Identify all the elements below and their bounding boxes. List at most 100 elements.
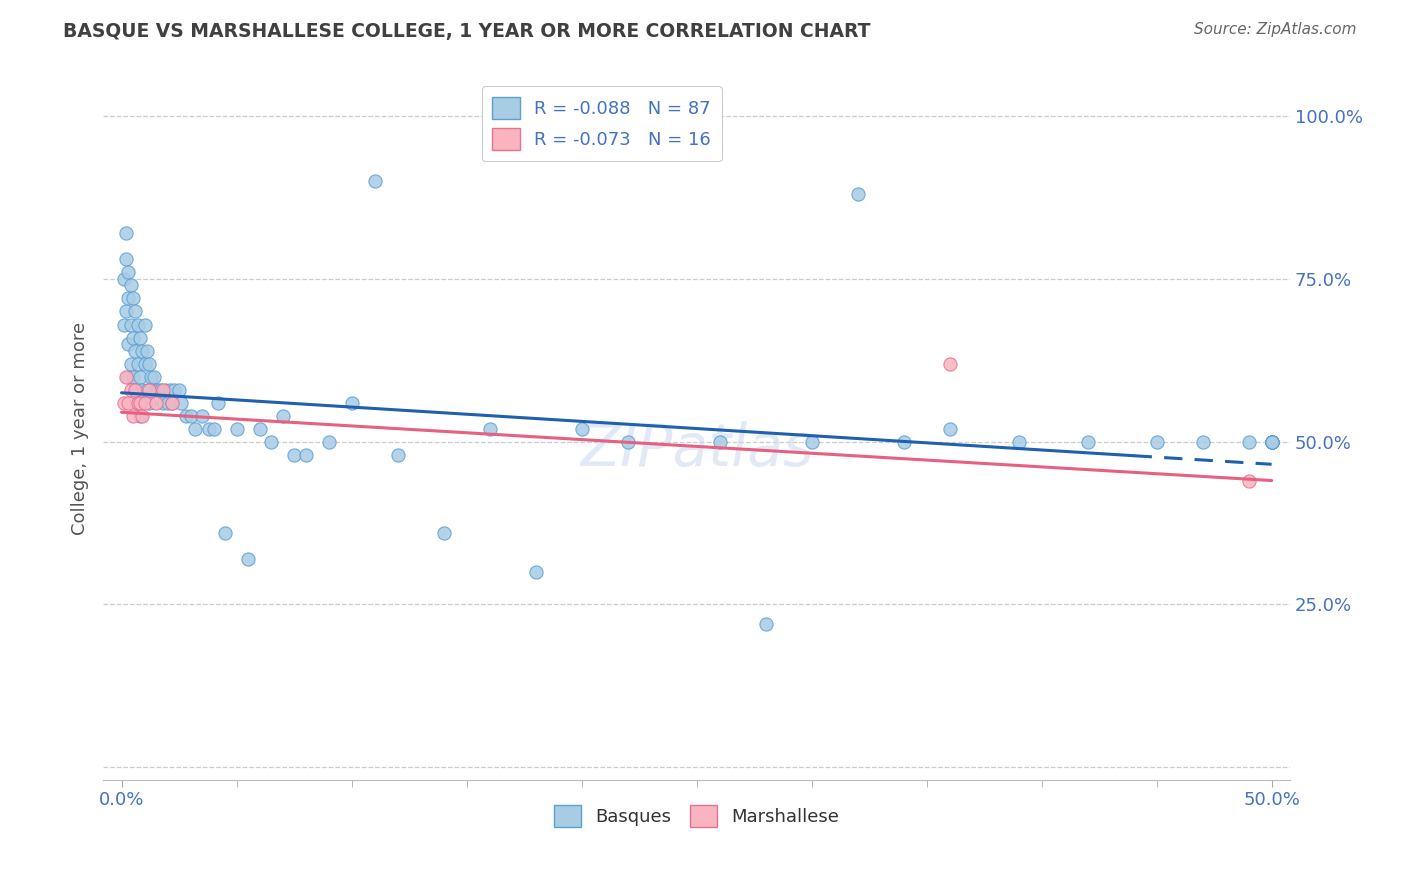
Point	[117, 292, 139, 306]
Point	[174, 409, 197, 423]
Point	[156, 395, 179, 409]
Point	[120, 278, 142, 293]
Point	[524, 565, 547, 579]
Point	[117, 369, 139, 384]
Point	[122, 409, 145, 423]
Point	[152, 395, 174, 409]
Point	[115, 369, 138, 384]
Point	[271, 409, 294, 423]
Point	[124, 383, 146, 397]
Point	[129, 369, 152, 384]
Point	[1146, 434, 1168, 449]
Point	[755, 616, 778, 631]
Point	[138, 357, 160, 371]
Point	[1237, 474, 1260, 488]
Point	[145, 383, 167, 397]
Point	[1260, 434, 1282, 449]
Point	[115, 227, 138, 241]
Point	[363, 174, 385, 188]
Point	[318, 434, 340, 449]
Point	[159, 383, 181, 397]
Point	[709, 434, 731, 449]
Point	[112, 272, 135, 286]
Point	[115, 304, 138, 318]
Point	[117, 337, 139, 351]
Point	[207, 395, 229, 409]
Point	[180, 409, 202, 423]
Point	[135, 343, 157, 358]
Point	[170, 395, 193, 409]
Point	[294, 448, 316, 462]
Point	[141, 369, 163, 384]
Point	[202, 421, 225, 435]
Text: ZIPatlas: ZIPatlas	[579, 421, 813, 478]
Point	[117, 395, 139, 409]
Point	[249, 421, 271, 435]
Point	[112, 395, 135, 409]
Point	[145, 395, 167, 409]
Point	[149, 383, 172, 397]
Point	[846, 187, 869, 202]
Point	[134, 318, 156, 332]
Point	[938, 421, 960, 435]
Point	[163, 383, 186, 397]
Y-axis label: College, 1 year or more: College, 1 year or more	[72, 322, 89, 535]
Point	[1191, 434, 1213, 449]
Point	[120, 318, 142, 332]
Point	[112, 318, 135, 332]
Point	[340, 395, 363, 409]
Point	[124, 343, 146, 358]
Point	[134, 357, 156, 371]
Point	[148, 383, 170, 397]
Point	[129, 409, 152, 423]
Point	[127, 318, 149, 332]
Point	[236, 551, 259, 566]
Point	[1260, 434, 1282, 449]
Point	[432, 525, 454, 540]
Point	[131, 409, 153, 423]
Point	[800, 434, 823, 449]
Point	[184, 421, 207, 435]
Point	[167, 383, 190, 397]
Point	[571, 421, 593, 435]
Point	[1260, 434, 1282, 449]
Point	[127, 395, 149, 409]
Point	[283, 448, 305, 462]
Point	[152, 383, 174, 397]
Point	[129, 330, 152, 344]
Point	[225, 421, 247, 435]
Point	[1077, 434, 1099, 449]
Point	[131, 343, 153, 358]
Text: BASQUE VS MARSHALLESE COLLEGE, 1 YEAR OR MORE CORRELATION CHART: BASQUE VS MARSHALLESE COLLEGE, 1 YEAR OR…	[63, 22, 870, 41]
Point	[124, 304, 146, 318]
Point	[1237, 434, 1260, 449]
Point	[120, 357, 142, 371]
Point	[214, 525, 236, 540]
Point	[117, 265, 139, 279]
Point	[191, 409, 214, 423]
Point	[127, 395, 149, 409]
Point	[1260, 434, 1282, 449]
Point	[120, 383, 142, 397]
Point	[893, 434, 915, 449]
Point	[1260, 434, 1282, 449]
Point	[142, 369, 165, 384]
Point	[129, 395, 152, 409]
Point	[616, 434, 638, 449]
Point	[1007, 434, 1029, 449]
Point	[115, 252, 138, 267]
Point	[138, 383, 160, 397]
Point	[260, 434, 283, 449]
Point	[134, 395, 156, 409]
Point	[135, 383, 157, 397]
Point	[198, 421, 221, 435]
Point	[160, 395, 183, 409]
Point	[122, 369, 145, 384]
Point	[127, 357, 149, 371]
Point	[1260, 434, 1282, 449]
Point	[478, 421, 501, 435]
Point	[938, 357, 960, 371]
Point	[155, 383, 177, 397]
Text: Source: ZipAtlas.com: Source: ZipAtlas.com	[1194, 22, 1357, 37]
Point	[138, 395, 160, 409]
